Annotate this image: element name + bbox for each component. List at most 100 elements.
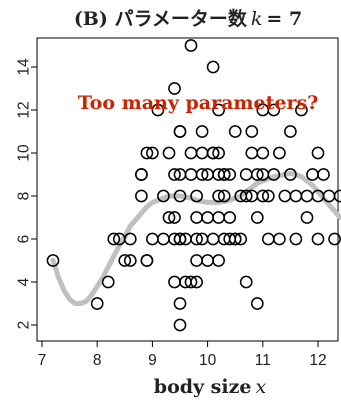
data-point: [184, 168, 198, 181]
data-point: [273, 146, 286, 160]
data-point: [123, 232, 137, 246]
y-tick-label: 4: [16, 277, 33, 286]
data-point: [261, 189, 275, 203]
data-point: [289, 189, 303, 203]
y-tick-label: 12: [16, 101, 33, 118]
data-point: [168, 168, 181, 181]
data-point: [267, 168, 281, 181]
fitted-curve: [50, 170, 341, 306]
data-point: [140, 254, 154, 267]
data-point: [217, 168, 231, 181]
data-point: [173, 318, 187, 332]
data-point: [217, 189, 231, 203]
data-point: [190, 275, 203, 289]
x-axis: 7 8 9 10 11 12: [38, 341, 327, 369]
chart-title-prefix: (B) パラメーター数: [74, 7, 248, 30]
data-point: [300, 211, 314, 224]
data-point: [162, 211, 176, 224]
x-tick-label: 12: [309, 352, 326, 369]
data-point: [212, 211, 225, 224]
data-point: [300, 189, 314, 203]
data-point: [190, 232, 203, 246]
data-point: [228, 125, 242, 138]
data-point: [256, 146, 270, 160]
data-point: [157, 232, 170, 246]
data-point: [173, 297, 187, 310]
data-point: [317, 168, 330, 181]
data-point: [173, 189, 187, 203]
data-points: [46, 39, 341, 332]
data-point: [173, 125, 187, 138]
data-point: [107, 232, 121, 246]
data-point: [135, 189, 148, 203]
data-point: [295, 103, 308, 117]
data-point: [201, 254, 214, 267]
data-point: [322, 189, 336, 203]
data-point: [146, 232, 159, 246]
data-point: [311, 146, 325, 160]
data-point: [245, 146, 259, 160]
data-point: [223, 168, 237, 181]
data-point: [228, 232, 242, 246]
data-point: [234, 232, 248, 246]
data-point: [212, 146, 225, 160]
data-point: [168, 211, 181, 224]
data-point: [151, 103, 165, 117]
data-point: [184, 275, 198, 289]
x-tick-label: 10: [199, 352, 217, 369]
data-point: [267, 103, 281, 117]
data-point: [284, 125, 297, 138]
chart-title-equals: = 7: [266, 8, 302, 30]
data-point: [273, 232, 286, 246]
data-point: [239, 168, 253, 181]
data-point: [333, 189, 341, 203]
data-point: [135, 168, 148, 181]
y-tick-label: 8: [16, 192, 33, 201]
data-point: [168, 82, 181, 95]
data-point: [250, 211, 264, 224]
data-point: [195, 168, 209, 181]
x-axis-label: body size x: [154, 376, 267, 398]
chart-title-var: k: [251, 8, 263, 30]
data-point: [212, 189, 225, 203]
data-point: [328, 232, 341, 246]
data-point: [206, 146, 220, 160]
data-point: [184, 146, 198, 160]
y-axis: 2 4 6 8 10 12 14: [16, 58, 37, 330]
data-point: [162, 146, 176, 160]
data-point: [190, 254, 203, 267]
data-point: [250, 297, 264, 310]
data-point: [140, 146, 154, 160]
data-point: [190, 211, 203, 224]
data-point: [311, 232, 325, 246]
x-axis-label-text: body size: [154, 376, 252, 398]
data-point: [206, 232, 220, 246]
x-axis-label-var: x: [255, 376, 266, 398]
data-point: [223, 211, 237, 224]
y-tick-label: 2: [16, 321, 33, 330]
plot-frame: [36, 37, 339, 342]
data-point: [239, 275, 253, 289]
data-point: [123, 254, 137, 267]
data-point: [256, 189, 270, 203]
data-point: [239, 189, 253, 203]
annotation-text: Too many parameters?: [78, 92, 319, 114]
data-point: [206, 60, 220, 74]
data-point: [245, 125, 259, 138]
y-tick-label: 14: [16, 58, 33, 76]
data-point: [90, 297, 104, 310]
data-point: [201, 211, 214, 224]
data-point: [284, 168, 297, 181]
y-tick-label: 6: [16, 235, 33, 244]
data-point: [118, 254, 132, 267]
y-tick-label: 10: [16, 144, 33, 162]
data-point: [195, 146, 209, 160]
data-point: [173, 232, 187, 246]
chart-title: (B) パラメーター数 k = 7: [74, 7, 302, 30]
data-point: [212, 103, 225, 117]
data-point: [278, 189, 292, 203]
data-point: [289, 232, 303, 246]
data-point: [168, 275, 181, 289]
data-point: [250, 168, 264, 181]
